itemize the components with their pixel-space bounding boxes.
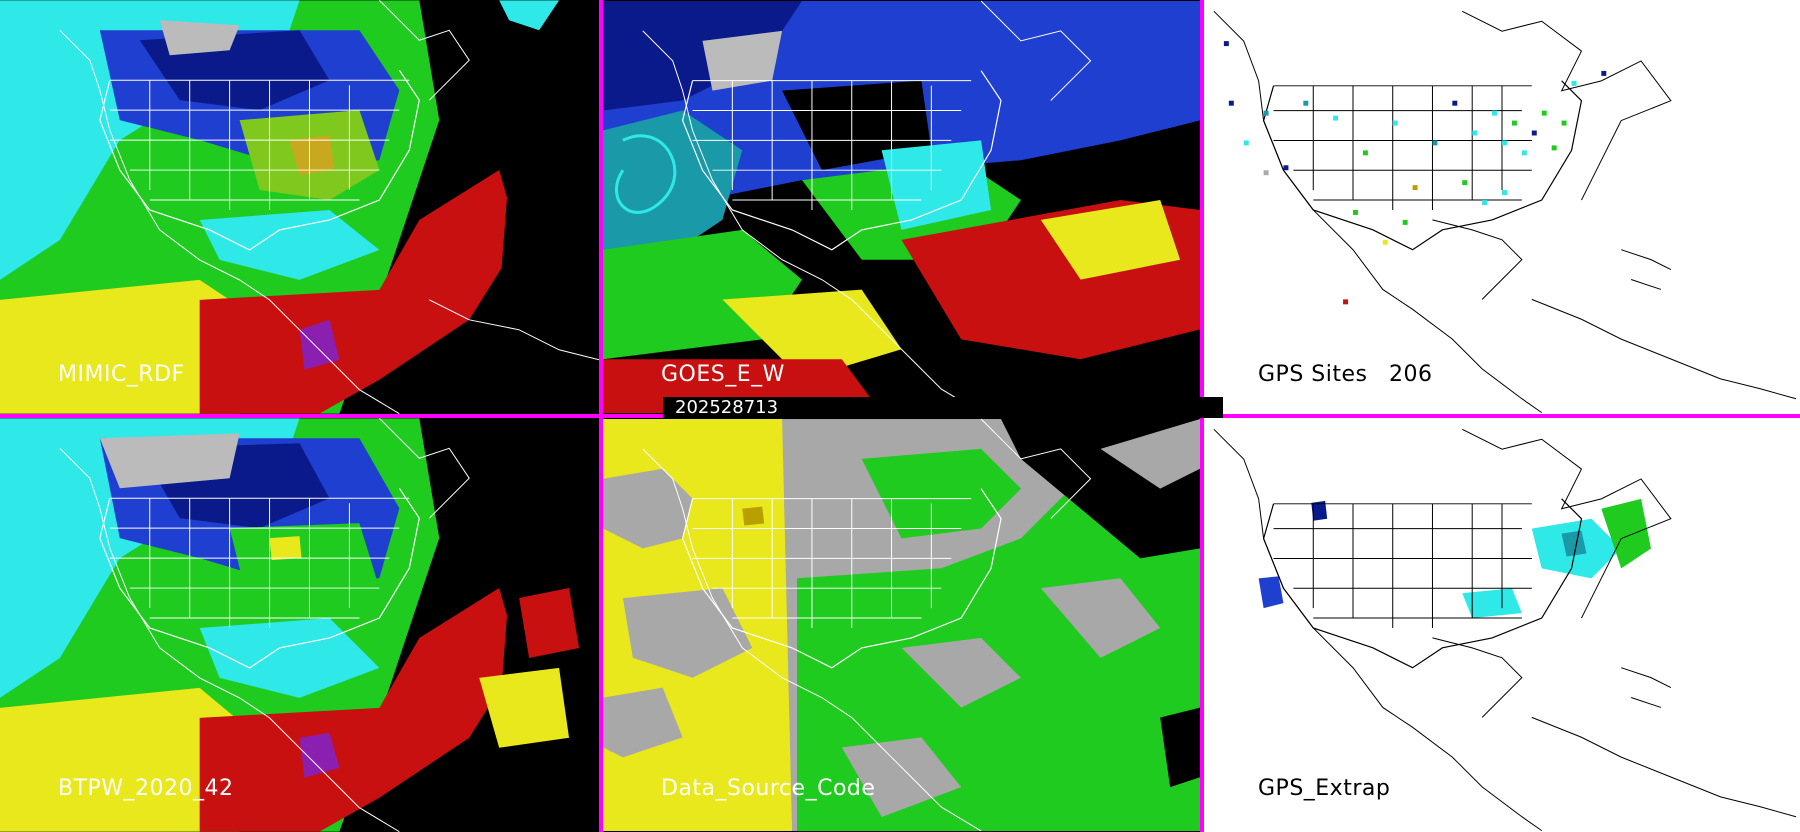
- gps-sites-count: 206: [1389, 362, 1433, 387]
- coastline-outline: [59, 418, 470, 832]
- us-state-grid: [681, 488, 1002, 669]
- gps-extrap-map: [1204, 419, 1800, 832]
- goes-map: [603, 0, 1200, 414]
- goes-panel: GOES_E_W: [603, 0, 1200, 414]
- goes-label: GOES_E_W: [661, 362, 785, 387]
- btpw-label: BTPW_2020_42: [58, 776, 234, 801]
- gps-extrap-panel: GPS_Extrap: [1204, 418, 1800, 832]
- coastline-outline: [1213, 10, 1797, 414]
- data-source-panel: Data_Source_Code: [603, 418, 1200, 832]
- gps-sites-panel: GPS Sites 206: [1204, 0, 1800, 414]
- mimic-rdf-map: [0, 0, 599, 414]
- coastline-outline: [1213, 428, 1797, 832]
- gps-site-markers: [1223, 41, 1607, 305]
- mimic-rdf-label: MIMIC_RDF: [58, 362, 185, 387]
- timestamp-label: 202528713: [663, 397, 1223, 418]
- coastline-outline: [642, 418, 1092, 832]
- coastline-outline: [642, 0, 1092, 414]
- btpw-map: [0, 418, 599, 832]
- gps-sites-label: GPS Sites: [1258, 362, 1368, 387]
- us-state-grid: [99, 487, 420, 669]
- us-state-grid: [99, 69, 420, 251]
- coastline-outline: [59, 0, 599, 414]
- mimic-rdf-panel: MIMIC_RDF: [0, 0, 599, 414]
- gps-sites-map: [1204, 1, 1800, 414]
- data-source-label: Data_Source_Code: [661, 776, 876, 801]
- data-source-map: [603, 418, 1200, 832]
- gps-extrap-label: GPS_Extrap: [1258, 776, 1391, 801]
- us-state-grid: [681, 70, 1002, 251]
- btpw-panel: BTPW_2020_42: [0, 418, 599, 832]
